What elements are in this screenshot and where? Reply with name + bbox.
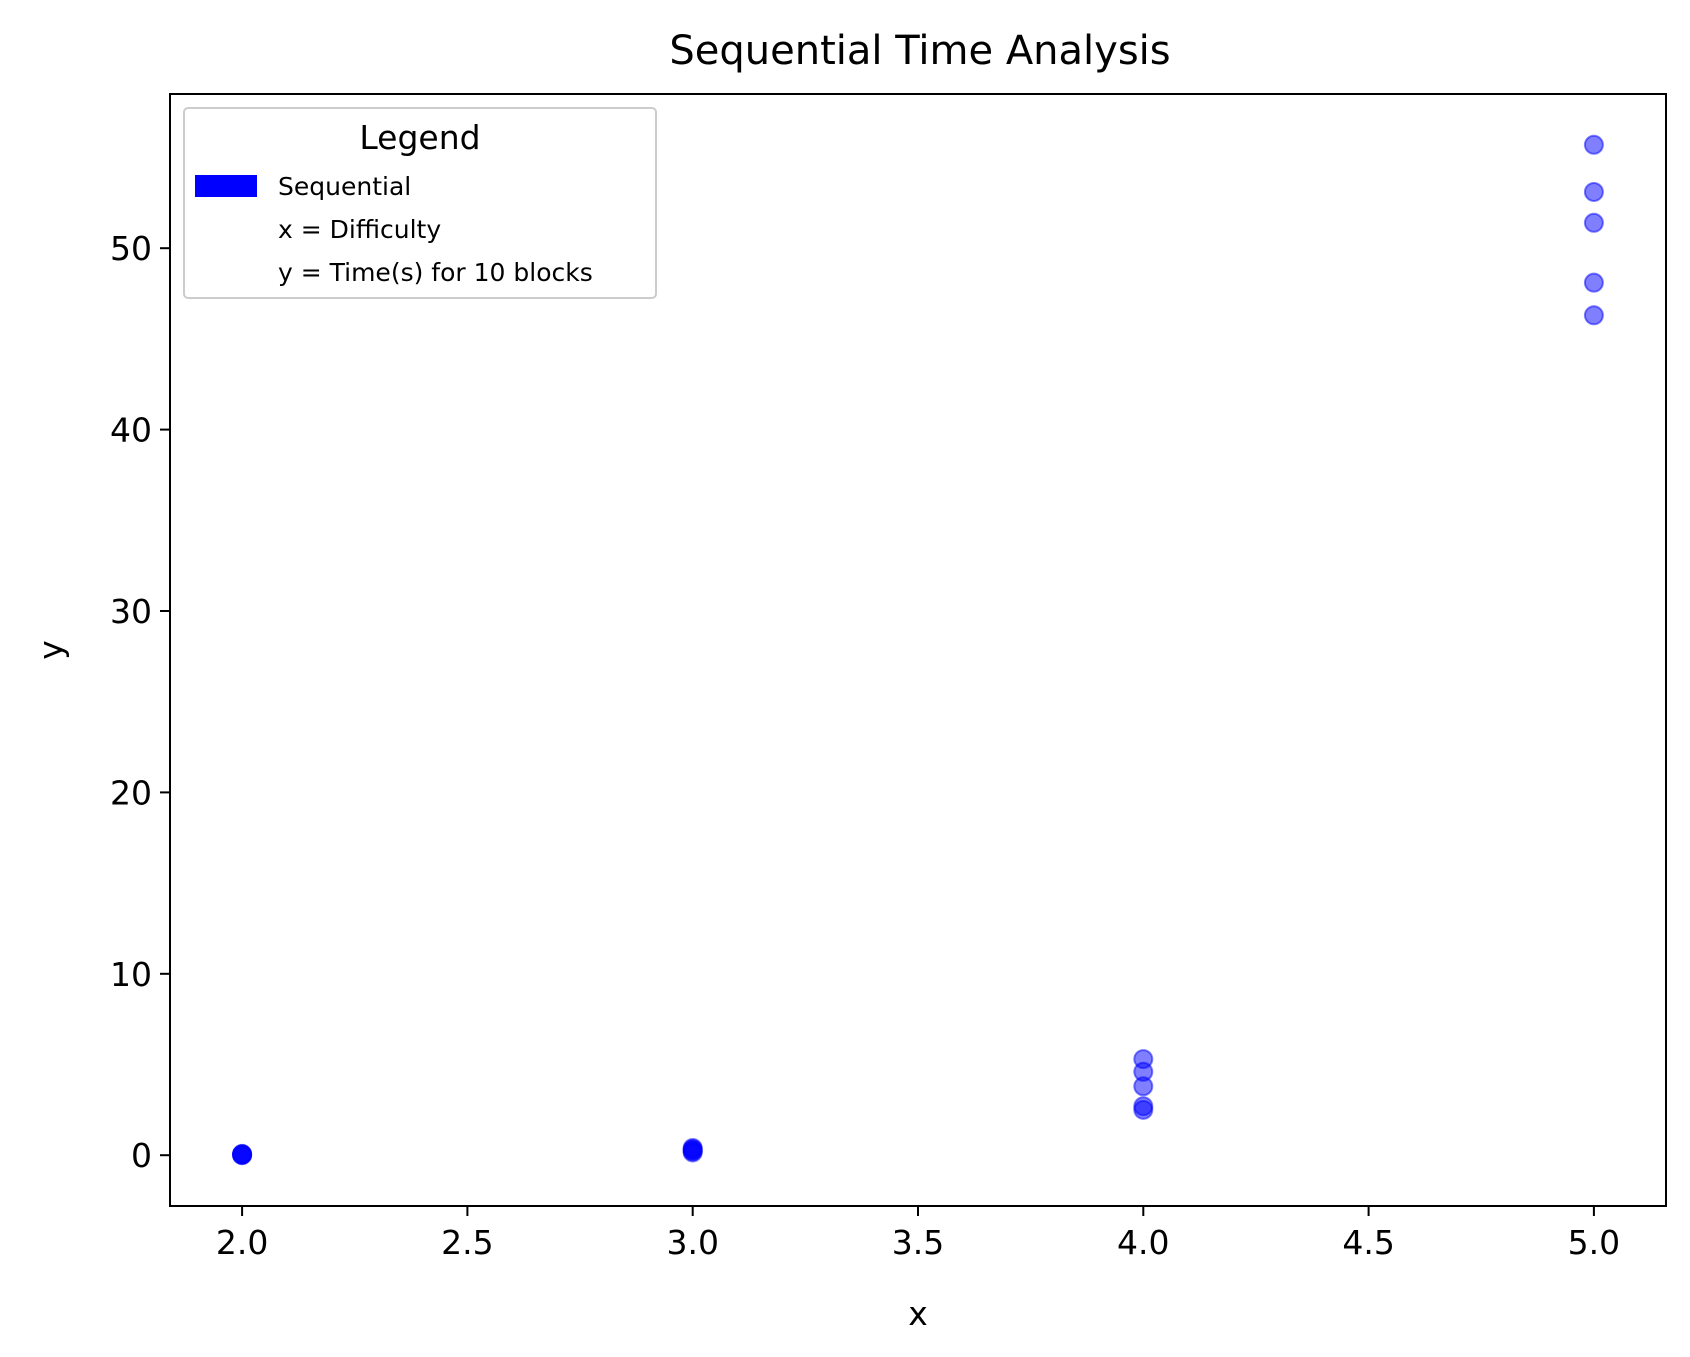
x-axis-label: x [908, 1294, 928, 1333]
x-tick-label: 3.0 [666, 1223, 718, 1262]
legend-entries: Sequential x = Difficulty y = Time(s) for … [195, 172, 593, 287]
legend: Legend Sequential x = Difficulty y = Time(… [183, 107, 657, 299]
legend-box [183, 107, 657, 299]
chart-title: Sequential Time Analysis [669, 28, 1170, 74]
y-axis: 0 10 20 30 40 50 [110, 229, 170, 1175]
x-axis: 2.0 2.5 3.0 3.5 4.0 4.5 5.0 [216, 1206, 1620, 1262]
data-point [682, 1137, 703, 1158]
data-point [232, 1143, 253, 1164]
legend-title: Legend [359, 118, 480, 157]
data-point [1583, 272, 1604, 293]
x-tick-label: 4.0 [1117, 1223, 1169, 1262]
y-tick-label: 20 [110, 773, 152, 812]
y-tick-label: 30 [110, 592, 152, 631]
x-tick-label: 2.5 [441, 1223, 493, 1262]
x-tick-label: 4.5 [1342, 1223, 1394, 1262]
y-tick-label: 0 [131, 1136, 152, 1175]
legend-entry-label: y = Time(s) for 10 blocks [278, 258, 593, 287]
legend-swatch [195, 175, 257, 197]
data-point [1583, 181, 1604, 202]
legend-entry-label: Sequential [278, 172, 411, 201]
x-tick-label: 5.0 [1568, 1223, 1620, 1262]
y-tick-label: 40 [110, 411, 152, 450]
data-point [1583, 134, 1604, 155]
data-point [1583, 212, 1604, 233]
y-axis-label: y [31, 640, 70, 660]
y-tick-label: 10 [110, 955, 152, 994]
data-point [1133, 1096, 1154, 1117]
legend-entry-label: x = Difficulty [278, 215, 441, 244]
y-tick-label: 50 [110, 229, 152, 268]
data-point [1133, 1049, 1154, 1070]
data-point [1583, 305, 1604, 326]
x-tick-label: 3.5 [892, 1223, 944, 1262]
x-tick-label: 2.0 [216, 1223, 268, 1262]
data-points [232, 134, 1604, 1166]
